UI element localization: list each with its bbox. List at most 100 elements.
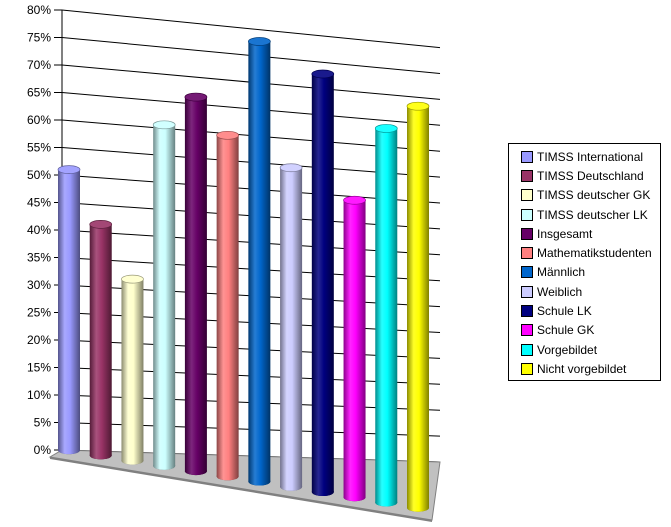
y-tick-label: 75% xyxy=(27,31,51,45)
chart-legend: TIMSS International TIMSS Deutschland TIMS… xyxy=(508,143,661,381)
bar-bottom-cap xyxy=(343,493,366,502)
bar-top-cap xyxy=(248,37,271,46)
bar xyxy=(248,37,271,486)
legend-label: Vorgebildet xyxy=(537,342,598,357)
legend-swatch xyxy=(521,150,533,163)
bar xyxy=(311,69,335,496)
legend-label: Nicht vorgebildet xyxy=(537,361,627,376)
y-tick-label: 10% xyxy=(27,388,51,402)
bar-top-cap xyxy=(216,130,239,140)
bar-bottom-cap xyxy=(121,456,144,465)
legend-swatch xyxy=(521,169,533,182)
bar-body xyxy=(343,200,366,498)
y-tick-label: 25% xyxy=(27,306,51,320)
legend-label: TIMSS International xyxy=(537,149,644,164)
legend-item: Mathematikstudenten xyxy=(521,243,656,262)
legend-label: TIMSS deutscher LK xyxy=(537,207,648,222)
y-tick-label: 15% xyxy=(27,361,51,375)
bar xyxy=(152,120,176,470)
bar-top-cap xyxy=(374,124,398,133)
bar-body xyxy=(153,124,176,466)
bar-body xyxy=(407,106,429,508)
bar-body xyxy=(375,128,398,503)
y-tick-label: 80% xyxy=(27,3,51,17)
legend-label: TIMSS Deutschland xyxy=(537,168,644,183)
legend-item: Männlich xyxy=(521,263,656,282)
legend-item: Schule GK xyxy=(521,321,656,340)
legend-item: Nicht vorgebildet xyxy=(521,359,656,378)
y-tick-label: 0% xyxy=(34,443,52,457)
y-tick-label: 70% xyxy=(27,58,51,72)
bar xyxy=(89,220,113,460)
legend-item: TIMSS deutscher GK xyxy=(521,186,656,205)
y-tick-label: 65% xyxy=(27,86,51,100)
legend-item: TIMSS deutscher LK xyxy=(521,205,656,224)
y-tick-label: 35% xyxy=(27,251,51,265)
legend-label: Männlich xyxy=(537,265,586,280)
bar-top-cap xyxy=(121,274,144,284)
bar-bottom-cap xyxy=(311,487,334,496)
bar-body xyxy=(280,167,303,487)
legend-item: Weiblich xyxy=(521,282,656,301)
bar-body xyxy=(184,97,207,472)
bar-bottom-cap xyxy=(248,477,271,486)
y-tick-label: 5% xyxy=(34,416,52,430)
legend-label: Schule GK xyxy=(537,323,595,338)
bar-top-cap xyxy=(406,101,430,111)
bar-top-cap xyxy=(89,220,113,229)
bar-bottom-cap xyxy=(58,446,80,455)
floor-edge xyxy=(50,457,432,522)
legend-swatch xyxy=(521,324,533,337)
bar xyxy=(216,130,239,481)
bar-body xyxy=(89,224,112,456)
bar-top-cap xyxy=(343,195,366,205)
legend-swatch xyxy=(521,227,533,240)
bar-top-cap xyxy=(311,69,335,79)
legend-label: Weiblich xyxy=(537,284,583,299)
bar-body xyxy=(121,279,144,461)
legend-item: TIMSS International xyxy=(521,147,656,166)
bars xyxy=(57,37,430,512)
legend-item: Schule LK xyxy=(521,301,656,320)
legend-label: Mathematikstudenten xyxy=(537,246,652,261)
bar xyxy=(279,163,303,491)
legend-swatch xyxy=(521,266,533,279)
legend-label: TIMSS deutscher GK xyxy=(537,188,651,203)
bar-top-cap xyxy=(184,92,208,102)
bar-bottom-cap xyxy=(216,472,239,481)
legend-swatch xyxy=(521,285,533,298)
legend-item: TIMSS Deutschland xyxy=(521,166,656,185)
legend-swatch xyxy=(521,343,533,356)
y-tick-label: 50% xyxy=(27,168,51,182)
bar xyxy=(57,165,81,455)
y-tick-label: 55% xyxy=(27,141,51,155)
bar xyxy=(406,101,430,512)
legend-item: Vorgebildet xyxy=(521,340,656,359)
bar-top-cap xyxy=(57,165,81,174)
gridline xyxy=(61,9,441,49)
legend-swatch xyxy=(521,189,533,202)
bar xyxy=(374,124,398,507)
legend-swatch xyxy=(521,362,533,375)
bar-bottom-cap xyxy=(375,498,398,507)
bar-bottom-cap xyxy=(280,482,303,491)
legend-label: Insgesamt xyxy=(537,226,593,241)
bar-body xyxy=(58,169,80,451)
legend-swatch xyxy=(521,247,533,260)
legend-swatch xyxy=(521,208,533,221)
bar xyxy=(184,92,208,476)
y-tick-label: 45% xyxy=(27,196,51,210)
bar-bottom-cap xyxy=(407,503,429,512)
y-tick-label: 20% xyxy=(27,333,51,347)
legend-label: Schule LK xyxy=(537,304,592,319)
bar-bottom-cap xyxy=(153,461,176,470)
bar-bottom-cap xyxy=(89,451,112,460)
y-tick-label: 40% xyxy=(27,223,51,237)
bar xyxy=(121,274,144,465)
bar-body xyxy=(311,73,334,492)
bar-body xyxy=(216,135,239,477)
y-tick-label: 60% xyxy=(27,113,51,127)
bar-top-cap xyxy=(152,120,176,130)
bar xyxy=(343,195,366,502)
